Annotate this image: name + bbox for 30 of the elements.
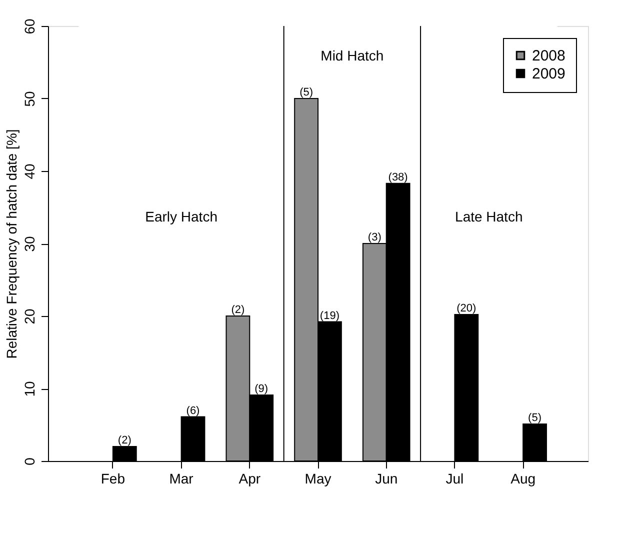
annotation: (5) [300, 86, 314, 98]
annotation: (20) [456, 302, 476, 315]
band-label: Early Hatch [145, 208, 218, 224]
annotation: (3) [368, 232, 382, 244]
annotation: (9) [254, 383, 268, 396]
y-tick-label: 50 [22, 91, 38, 107]
y-tick-label: 40 [22, 164, 38, 180]
annotation: (5) [528, 412, 542, 424]
legend-label: 2008 [532, 48, 566, 64]
annotation: (2) [231, 304, 245, 316]
x-tick-label: Feb [100, 470, 126, 486]
annotation: (2) [118, 434, 132, 446]
y-tick-label: 0 [22, 457, 38, 466]
y-tick-label: 60 [22, 18, 38, 34]
x-tick-label: Jul [446, 470, 464, 486]
x-tick-label: Jun [375, 470, 398, 486]
x-tick-label: Aug [510, 470, 536, 486]
x-tick-label: Apr [238, 470, 261, 486]
annotation: (19) [320, 310, 340, 322]
x-tick-label: May [304, 470, 332, 486]
y-tick-label: 10 [22, 381, 38, 397]
x-tick-label: Mar [169, 470, 194, 486]
band-label: Mid Hatch [320, 47, 384, 64]
annotation: (6) [186, 404, 200, 417]
legend-label: 2009 [532, 66, 566, 82]
annotation: (38) [388, 171, 408, 184]
y-tick-label: 20 [22, 308, 38, 324]
band-label: Late Hatch [455, 208, 523, 224]
y-tick-label: 30 [22, 236, 38, 252]
y-axis-title: Relative Frequency of hatch date [%] [4, 129, 20, 359]
